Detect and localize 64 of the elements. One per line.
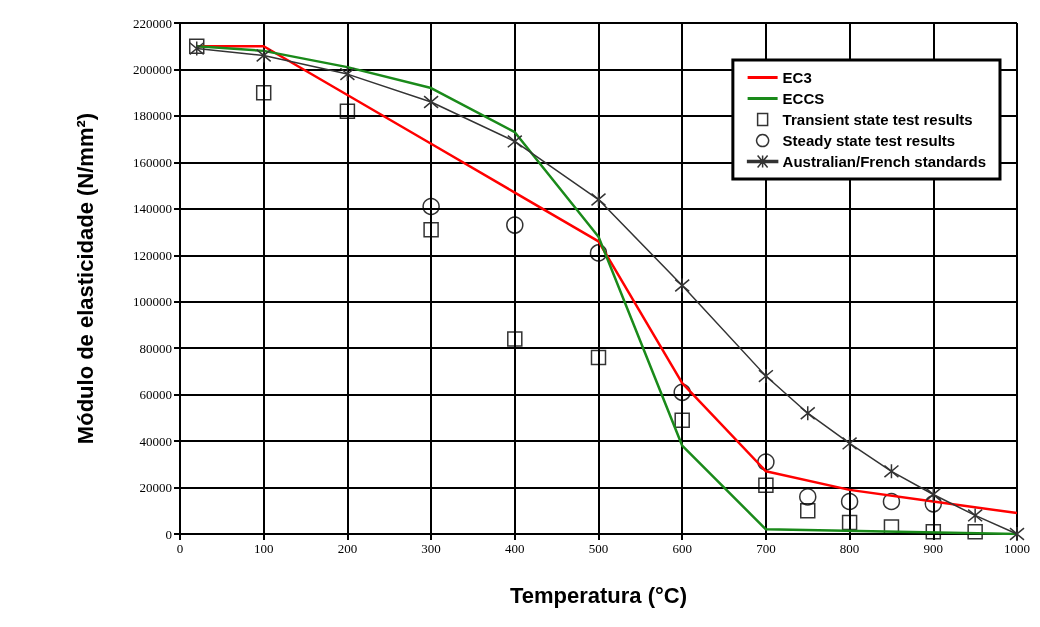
x-tick-label: 900 [923,541,944,556]
x-axis-title: Temperatura (°C) [509,582,688,608]
point [840,492,859,511]
legend-label: Australian/French standards [782,153,986,170]
y-tick-label: 20000 [139,480,172,496]
point [925,486,942,503]
point [589,244,608,262]
x-tick-label: 800 [839,541,860,556]
point [339,103,356,120]
point [967,507,983,524]
point [883,463,900,480]
point [758,368,774,384]
y-tick-label: 160000 [133,154,172,170]
x-tick-label: 600 [672,541,692,556]
point [925,523,942,540]
x-tick-label: 0 [176,541,184,556]
point [423,94,439,110]
point [800,503,816,519]
x-tick-label: 400 [505,541,525,556]
y-tick-label: 100000 [133,294,172,310]
point [1009,526,1025,542]
y-tick-label: 120000 [133,247,172,263]
point [507,331,523,347]
y-tick-label: 180000 [133,108,172,124]
x-tick-label: 700 [756,541,776,556]
point [841,514,858,531]
point [758,477,774,493]
legend-label: ECCS [782,90,825,107]
point [673,383,691,402]
point [339,66,356,82]
y-axis-title: Módulo de elasticidade (N/mm²) [72,112,98,445]
point [255,47,272,64]
y-tick-label: 0 [165,526,172,542]
point [841,435,858,452]
y-tick-label: 80000 [139,340,172,356]
y-tick-label: 200000 [133,61,172,77]
x-tick-label: 1000 [1004,541,1030,556]
point [255,84,272,101]
legend-label: Steady state test results [782,132,956,149]
y-tick-label: 220000 [133,15,172,31]
legend-label: Transient state test results [782,111,973,128]
point [757,453,775,471]
x-tick-label: 100 [253,541,274,556]
y-tick-label: 40000 [139,433,172,449]
point [422,197,440,216]
point [882,492,901,511]
legend-label: EC3 [782,69,812,86]
point [674,277,690,294]
point [924,495,943,513]
point [799,488,817,506]
point [590,191,607,208]
point [674,412,690,428]
point [423,221,439,238]
x-tick-label: 300 [421,541,441,556]
point [506,216,524,234]
x-tick-label: 500 [588,541,609,556]
x-tick-label: 200 [337,541,358,556]
point [590,349,607,366]
point [507,133,523,150]
y-tick-label: 60000 [139,387,172,403]
y-tick-label: 140000 [133,201,172,217]
point [883,519,900,535]
point [800,405,816,421]
point [967,523,983,540]
